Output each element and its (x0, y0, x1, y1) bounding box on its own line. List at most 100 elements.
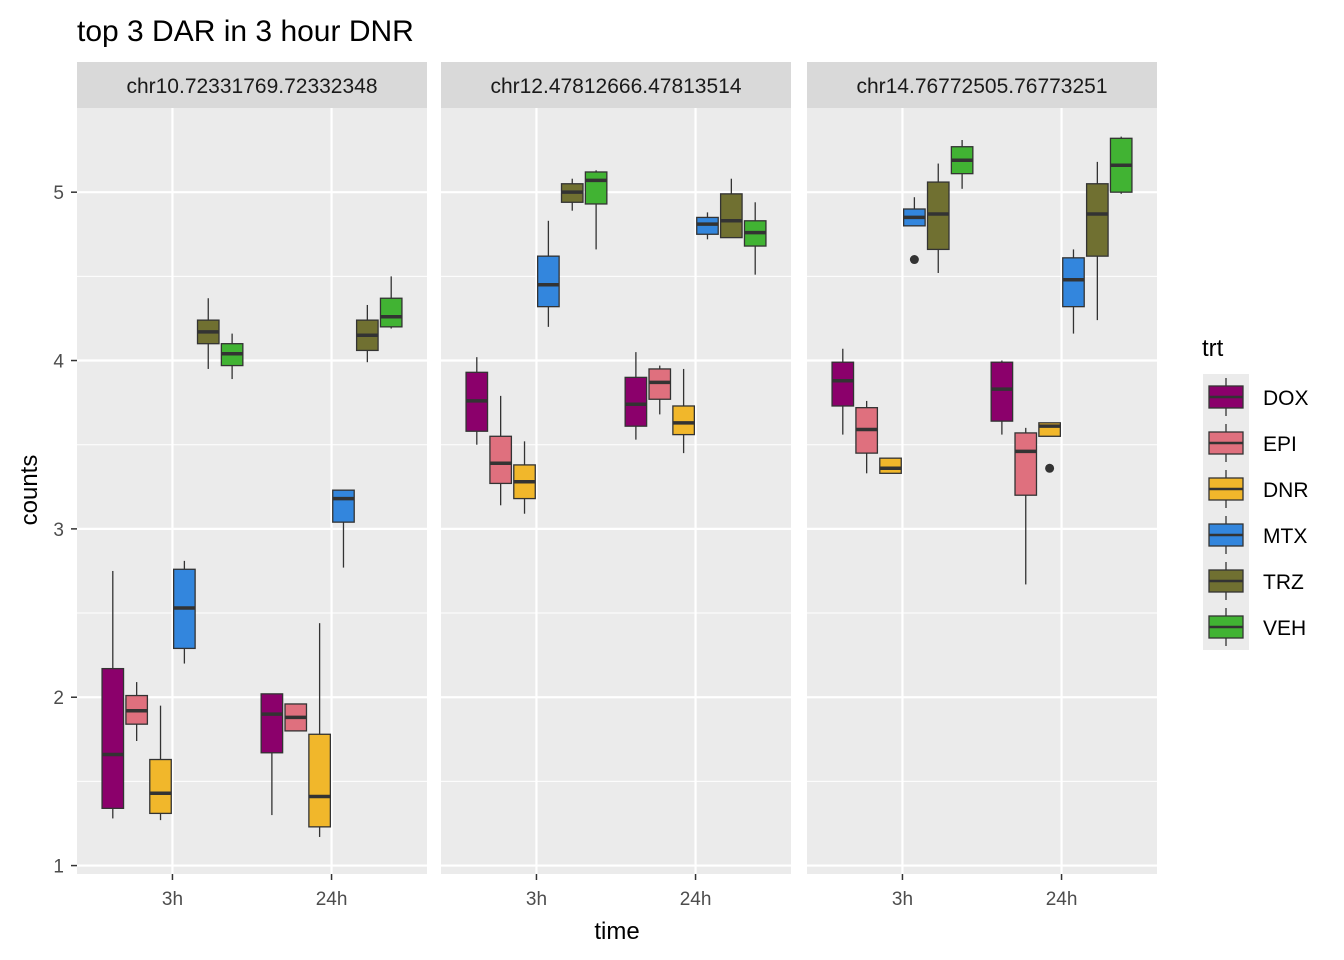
legend-keys-background (1203, 374, 1249, 650)
box-iqr (149, 758, 172, 815)
box-iqr (1062, 257, 1085, 308)
box-iqr (260, 693, 284, 754)
panel-3: chr14.76772505.76773251 3h 24h (807, 62, 1157, 910)
box-iqr (719, 193, 743, 239)
box-group (465, 170, 767, 514)
box-trz-3h (196, 298, 220, 369)
box-trz-3h (926, 163, 950, 273)
x-axis-title: time (594, 918, 639, 945)
legend-label: DOX (1263, 387, 1309, 410)
box-dnr-24h (1038, 422, 1062, 473)
legend-entry-trz: TRZ (1208, 562, 1304, 600)
box-dnr-3h (149, 705, 172, 821)
chart-title: top 3 DAR in 3 hour DNR (77, 15, 414, 48)
facet-strip-label: chr12.47812666.47813514 (490, 75, 741, 98)
legend-label: DNR (1263, 479, 1309, 502)
box-veh-3h (584, 170, 608, 250)
facet-strip-label: chr14.76772505.76773251 (856, 75, 1107, 98)
x-tick-label: 24h (1046, 889, 1078, 910)
y-tick-label: 5 (53, 183, 64, 204)
outlier-point (1045, 463, 1055, 473)
legend-label: VEH (1263, 617, 1306, 640)
box-epi-3h (125, 682, 149, 742)
outlier-point (909, 255, 919, 265)
box-mtx-24h (696, 212, 719, 240)
box-iqr (536, 255, 560, 308)
panel-1: chr10.72331769.72332348 3h 24h (77, 62, 427, 910)
box-iqr (879, 457, 902, 474)
box-dox-24h (990, 360, 1014, 435)
box-veh-3h (950, 139, 974, 189)
panel-background (77, 108, 427, 874)
box-iqr (1014, 432, 1038, 496)
legend-entry-epi: EPI (1208, 424, 1297, 462)
box-epi-24h (1014, 427, 1038, 585)
box-epi-3h (855, 400, 879, 474)
box-dox-3h (101, 570, 125, 819)
box-epi-24h (648, 365, 672, 415)
legend-entry-veh: VEH (1208, 608, 1306, 646)
box-iqr (990, 361, 1014, 422)
box-iqr (101, 667, 125, 809)
box-dox-3h (465, 357, 489, 445)
x-tick-label: 3h (892, 889, 913, 910)
x-tick-label: 3h (162, 889, 183, 910)
box-trz-24h (1085, 161, 1109, 321)
box-veh-24h (379, 276, 403, 329)
legend-entry-dnr: DNR (1208, 470, 1309, 508)
legend-entry-dox: DOX (1208, 378, 1309, 416)
box-dox-24h (260, 693, 284, 816)
box-dnr-24h (308, 623, 332, 837)
box-iqr (624, 376, 648, 427)
y-tick-label: 4 (53, 352, 64, 373)
box-iqr (379, 297, 403, 328)
y-tick-label: 3 (53, 520, 64, 541)
box-mtx-24h (1062, 249, 1085, 334)
box-iqr (332, 489, 355, 523)
x-tick-label: 24h (316, 889, 348, 910)
facet-strip-label: chr10.72331769.72332348 (126, 75, 377, 98)
box-dnr-3h (879, 457, 902, 474)
box-iqr (1085, 183, 1109, 257)
legend-title: trt (1202, 335, 1224, 362)
box-iqr (489, 435, 513, 485)
legend: trt DOX EPI DNR MTX TRZ VEH (1202, 335, 1309, 650)
box-mtx-3h (172, 560, 196, 664)
y-axis-title: counts (16, 455, 43, 526)
box-mtx-24h (332, 489, 355, 568)
facet-strip (441, 62, 791, 108)
box-dnr-24h (672, 368, 696, 454)
legend-label: MTX (1263, 525, 1307, 548)
x-tick-label: 24h (680, 889, 712, 910)
box-veh-3h (220, 333, 244, 380)
box-veh-24h (743, 202, 767, 275)
facet-strip (77, 62, 427, 108)
box-trz-3h (560, 178, 584, 211)
box-group (101, 276, 403, 837)
panel-2: chr12.47812666.47813514 3h 24h (441, 62, 791, 910)
box-veh-24h (1109, 136, 1133, 194)
box-dnr-3h (513, 441, 536, 514)
y-axis: 1 2 3 4 5 (53, 183, 77, 878)
box-trz-24h (719, 178, 743, 239)
legend-entry-mtx: MTX (1208, 516, 1307, 554)
y-tick-label: 2 (53, 688, 64, 709)
legend-label: EPI (1263, 433, 1297, 456)
box-iqr (672, 405, 696, 436)
legend-label: TRZ (1263, 571, 1304, 594)
box-epi-24h (284, 703, 308, 732)
box-mtx-3h (902, 197, 926, 265)
box-iqr (584, 171, 608, 205)
box-iqr (308, 733, 332, 828)
box-iqr (831, 361, 855, 407)
box-epi-3h (489, 395, 513, 506)
box-mtx-3h (536, 220, 560, 327)
box-group (831, 136, 1133, 585)
facet-strip (807, 62, 1157, 108)
box-trz-24h (355, 304, 379, 363)
x-tick-label: 3h (526, 889, 547, 910)
box-dox-24h (624, 352, 648, 440)
y-tick-label: 1 (53, 857, 64, 878)
